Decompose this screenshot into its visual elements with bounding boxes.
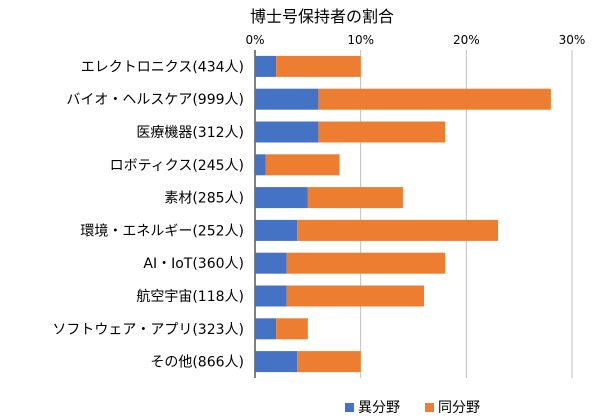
legend: 異分野 同分野 — [345, 400, 480, 416]
category-label: エレクトロニクス(434人) — [81, 59, 244, 75]
bar-same-field — [265, 154, 340, 176]
category-label: ソフトウェア・アプリ(323人) — [52, 322, 244, 338]
x-tick-label: 0% — [245, 33, 264, 47]
chart-title: 博士号保持者の割合 — [250, 7, 394, 26]
category-label: 素材(285人) — [164, 191, 244, 207]
legend-label: 同分野 — [438, 400, 480, 416]
legend-swatch — [345, 403, 354, 412]
bars — [255, 55, 551, 373]
bar-different-field — [255, 55, 277, 77]
bar-same-field — [318, 121, 446, 143]
category-label: 環境・エネルギー(252人) — [80, 223, 244, 239]
category-label: 航空宇宙(118人) — [136, 289, 244, 305]
bar-different-field — [255, 88, 319, 110]
bar-same-field — [276, 318, 308, 340]
category-label: 医療機器(312人) — [136, 124, 244, 141]
bar-same-field — [318, 88, 551, 110]
x-tick-labels: 0% 10% 20% 30% — [245, 33, 585, 47]
x-tick-label: 30% — [559, 33, 586, 47]
bar-same-field — [276, 55, 361, 77]
bar-different-field — [255, 351, 298, 373]
category-label: AI・IoT(360人) — [143, 256, 244, 272]
bar-same-field — [286, 285, 425, 307]
legend-label: 異分野 — [358, 400, 400, 416]
category-label: バイオ・ヘルスケア(999人) — [66, 92, 244, 108]
bar-same-field — [297, 351, 361, 373]
bar-same-field — [286, 252, 446, 274]
category-label: ロボティクス(245人) — [110, 158, 244, 174]
bar-different-field — [255, 252, 287, 274]
legend-swatch — [425, 403, 434, 412]
bar-different-field — [255, 154, 266, 176]
x-tick-label: 10% — [347, 33, 374, 47]
category-labels: エレクトロニクス(434人) バイオ・ヘルスケア(999人) 医療機器(312人) ロ… — [52, 59, 244, 370]
bar-different-field — [255, 318, 277, 340]
x-tick-label: 20% — [453, 33, 480, 47]
bar-different-field — [255, 285, 287, 307]
bar-different-field — [255, 187, 308, 209]
bar-different-field — [255, 219, 298, 241]
bar-same-field — [297, 219, 499, 241]
category-label: その他(866人) — [150, 355, 244, 371]
bar-same-field — [307, 187, 403, 209]
bar-different-field — [255, 121, 319, 143]
